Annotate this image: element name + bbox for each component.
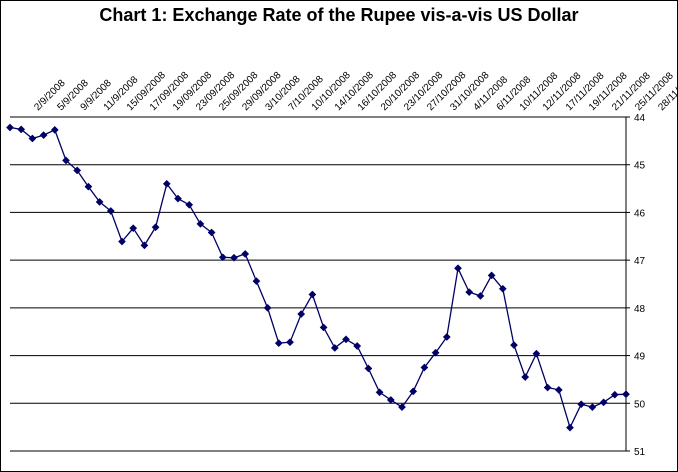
data-point: [241, 249, 250, 258]
data-point: [487, 271, 496, 280]
data-point: [353, 342, 362, 350]
data-point: [263, 303, 272, 312]
data-point: [588, 403, 597, 412]
data-point: [17, 125, 26, 134]
data-point: [140, 241, 149, 250]
data-point: [73, 166, 82, 175]
y-tick-label: 47: [634, 256, 646, 267]
data-point: [431, 348, 440, 357]
data-point: [50, 125, 59, 134]
data-point: [162, 179, 171, 188]
data-point: [95, 197, 104, 206]
data-point: [129, 224, 138, 233]
data-point: [566, 423, 574, 432]
data-point: [330, 343, 339, 352]
data-point: [342, 335, 350, 344]
data-point: [599, 398, 608, 407]
gridlines: [10, 116, 626, 452]
data-point: [319, 323, 328, 332]
data-point: [218, 253, 227, 262]
data-point: [386, 395, 395, 404]
data-point: [375, 388, 384, 397]
data-point: [196, 219, 205, 228]
data-point: [510, 341, 518, 350]
y-tick-label: 51: [634, 447, 646, 458]
data-point: [532, 349, 541, 358]
data-point: [454, 264, 462, 273]
data-point: [364, 364, 373, 373]
x-tick-labels: 2/9/20085/9/20089/9/200811/9/200815/09/2…: [32, 70, 678, 113]
chart-title: Chart 1: Exchange Rate of the Rupee vis-…: [99, 5, 579, 25]
data-point: [151, 223, 160, 232]
data-point: [398, 403, 406, 412]
data-point: [577, 400, 586, 409]
data-point: [39, 131, 48, 140]
y-tick-label: 44: [634, 113, 646, 124]
data-point: [554, 385, 563, 394]
data-point: [84, 182, 93, 191]
data-point: [308, 290, 317, 299]
data-point: [297, 310, 306, 319]
data-point: [442, 333, 451, 341]
data-point: [543, 383, 552, 392]
data-point: [207, 228, 216, 237]
data-point: [274, 339, 283, 348]
data-point: [286, 338, 294, 347]
data-point: [476, 291, 485, 300]
y-tick-label: 45: [634, 161, 646, 172]
data-point: [28, 134, 37, 143]
y-tick-label: 46: [634, 208, 646, 219]
data-point: [174, 194, 182, 203]
y-tick-label: 50: [634, 399, 646, 410]
y-tick-labels: 44 45 46 47 48 49 50 51: [634, 113, 646, 458]
data-point: [62, 156, 70, 165]
data-point: [409, 387, 418, 396]
data-point: [185, 200, 194, 209]
data-point: [498, 284, 507, 293]
data-point: [6, 123, 14, 132]
data-point: [230, 253, 238, 262]
data-point: [118, 237, 126, 246]
data-point: [622, 390, 630, 399]
data-point: [465, 288, 474, 297]
data-point: [610, 390, 619, 399]
y-tick-label: 48: [634, 304, 646, 315]
series: [6, 123, 630, 432]
data-point: [252, 277, 261, 286]
data-point: [420, 363, 429, 372]
data-point: [521, 373, 530, 381]
axes: [625, 116, 630, 452]
data-point: [106, 207, 115, 215]
y-tick-label: 49: [634, 352, 646, 363]
series-line: [9, 126, 627, 430]
